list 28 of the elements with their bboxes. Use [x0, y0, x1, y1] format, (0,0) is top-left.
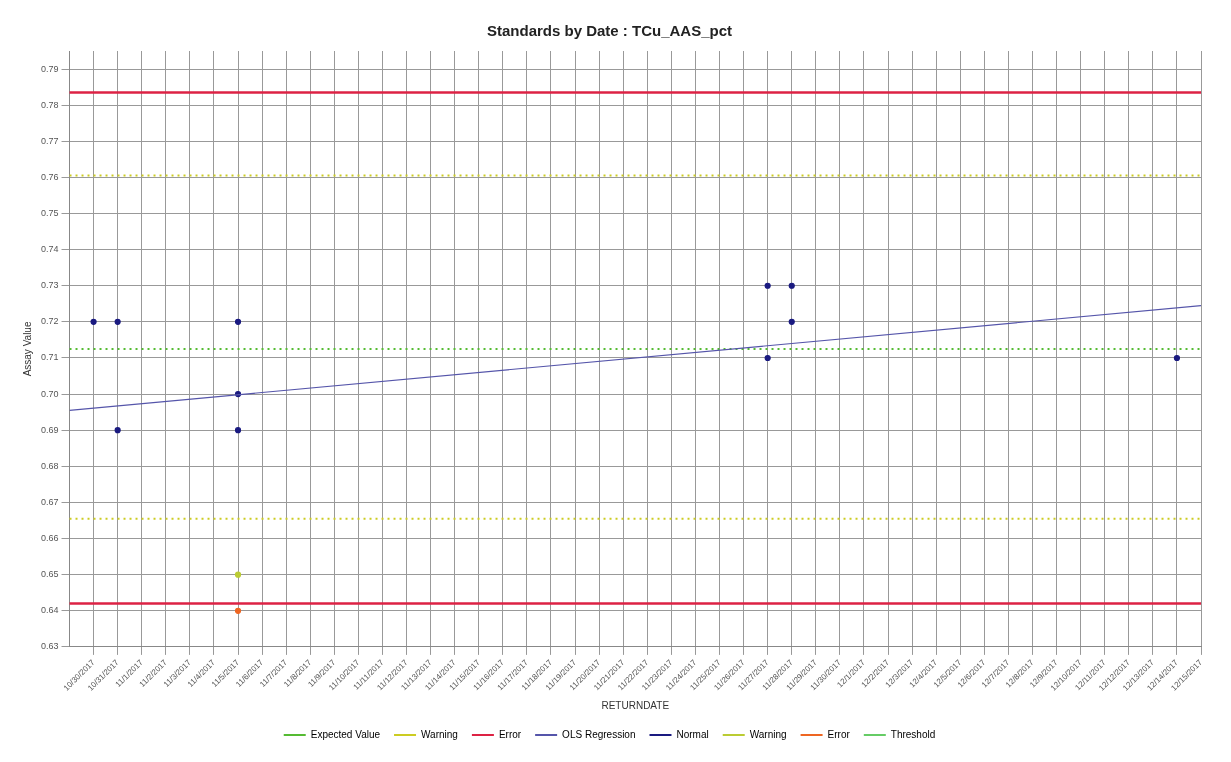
y-tick-label: 0.69	[40, 424, 59, 435]
legend-label: Error	[498, 728, 522, 740]
y-tick-label: 0.72	[40, 316, 59, 327]
y-tick-label: 0.67	[40, 496, 59, 507]
y-tick-label: 0.68	[40, 460, 59, 471]
legend-label: Expected Value	[310, 728, 381, 740]
y-tick-label: 0.77	[40, 135, 59, 146]
y-tick-label: 0.64	[40, 605, 59, 616]
y-tick-label: 0.65	[40, 569, 59, 580]
legend-label: Threshold	[890, 728, 936, 740]
x-axis-title: RETURNDATE	[601, 699, 670, 711]
y-tick-label: 0.79	[40, 63, 59, 74]
y-tick-label: 0.70	[40, 388, 59, 399]
y-tick-label: 0.76	[40, 171, 59, 182]
legend-label: Warning	[749, 728, 787, 740]
chart-title: Standards by Date : TCu_AAS_pct	[486, 22, 733, 40]
legend-label: Normal	[676, 728, 709, 740]
y-tick-label: 0.75	[40, 208, 59, 218]
legend-label: Warning	[421, 728, 458, 740]
y-tick-label: 0.71	[40, 352, 59, 363]
y-tick-label: 0.78	[40, 99, 59, 110]
y-tick-label: 0.74	[40, 244, 59, 255]
legend-label: Error	[827, 728, 851, 740]
legend-label: OLS Regression	[562, 728, 636, 740]
y-tick-label: 0.66	[40, 533, 59, 544]
y-axis-title: Assay Value	[21, 321, 33, 377]
y-tick-label: 0.63	[40, 641, 59, 652]
y-tick-label: 0.73	[40, 280, 59, 291]
